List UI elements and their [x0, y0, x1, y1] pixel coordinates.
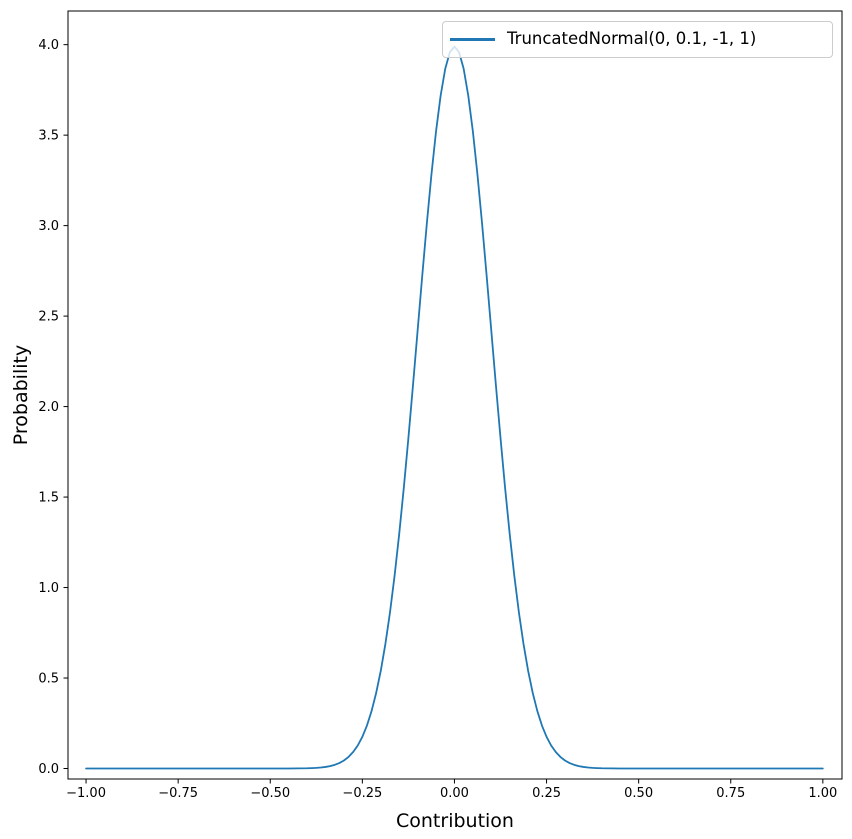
- y-tick-label: 1.5: [38, 491, 59, 506]
- x-tick-label: 0.00: [440, 786, 469, 801]
- plot-area: −1.00 −0.75 −0.50 −0.25 0.00 0.25 0.50 0.75 1.00…: [38, 10, 843, 801]
- x-tick-label: 1.00: [808, 786, 837, 801]
- y-tick-label: 2.5: [38, 310, 59, 325]
- x-tick-label: −1.00: [66, 786, 106, 801]
- x-tick-label: −0.25: [342, 786, 382, 801]
- axes-spines: [67, 10, 843, 780]
- x-tick-label: 0.75: [716, 786, 745, 801]
- x-tick-label: −0.75: [158, 786, 198, 801]
- legend[interactable]: TruncatedNormal(0, 0.1, -1, 1): [442, 21, 833, 58]
- y-tick-label: 0.5: [38, 672, 59, 687]
- y-tick-label: 1.0: [38, 581, 59, 596]
- y-axis-label: Probability: [10, 345, 32, 445]
- x-tick-label: 0.50: [624, 786, 653, 801]
- y-tick-label: 4.0: [38, 38, 59, 53]
- y-tick-label: 3.0: [38, 219, 59, 234]
- y-tick-label: 2.0: [38, 400, 59, 415]
- distribution-curve: [85, 45, 824, 770]
- x-tick-label: −0.50: [250, 786, 290, 801]
- y-tick-label: 3.5: [38, 129, 59, 144]
- y-tick-label: 0.0: [38, 762, 59, 777]
- x-tick-label: 0.25: [532, 786, 561, 801]
- x-axis-label: Contribution: [396, 810, 514, 832]
- legend-label: TruncatedNormal(0, 0.1, -1, 1): [507, 29, 757, 49]
- legend-line-sample: [450, 38, 495, 41]
